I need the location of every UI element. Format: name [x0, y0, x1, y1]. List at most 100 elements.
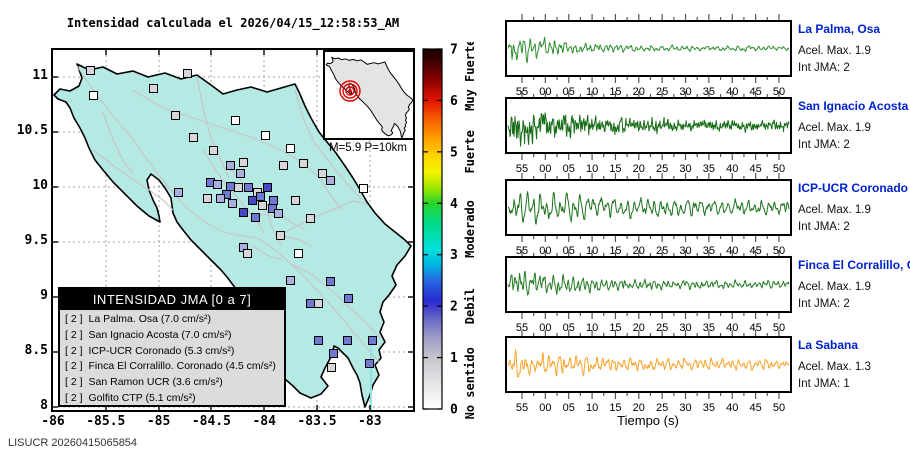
station-marker — [299, 159, 308, 168]
colorbar-gradient — [422, 48, 443, 410]
longitude-tick-label: -83 — [358, 414, 382, 429]
map-title: Intensidad calculada el 2026/04/15_12:58… — [66, 16, 400, 30]
time-tick-label: 10 — [586, 322, 598, 334]
legend-station-row: [ 2 ] San Ignacio Acosta (7.0 cm/s²) — [65, 328, 232, 341]
station-int-jma: Int JMA: 2 — [798, 139, 850, 151]
station-marker — [279, 161, 288, 170]
station-marker — [183, 69, 192, 78]
time-tick-label: 25 — [656, 402, 668, 414]
time-tick-label: 50 — [773, 322, 785, 334]
colorbar-category-label: No sentido — [463, 347, 477, 419]
legend-station-row: [ 2 ] San Ramon UCR (3.6 cm/s²) — [65, 376, 223, 389]
time-tick-label: 30 — [679, 163, 691, 175]
intensity-legend: INTENSIDAD JMA [0 a 7] [ 2 ] La Palma. Os… — [58, 287, 286, 407]
time-tick-label: 35 — [703, 322, 715, 334]
station-marker — [174, 188, 183, 197]
time-tick-label: 20 — [633, 322, 645, 334]
legend-items: [ 2 ] La Palma. Osa (7.0 cm/s²) [ 2 ] San I… — [60, 310, 284, 407]
station-name: San Ignacio Acosta — [798, 99, 909, 113]
station-name: ICP-UCR Coronado — [798, 181, 908, 195]
station-marker — [258, 201, 267, 210]
station-marker — [326, 176, 335, 185]
station-marker — [239, 208, 248, 217]
legend-station-row: [ 2 ] Golfito CTP (5.1 cm/s²) — [65, 391, 196, 404]
epicenter-icon — [339, 80, 361, 102]
station-int-jma: Int JMA: 2 — [798, 221, 850, 233]
epicenter-inset-map — [323, 50, 415, 140]
station-marker — [228, 199, 237, 208]
station-marker — [365, 359, 374, 368]
costa-rica-landmass — [53, 63, 412, 408]
station-marker — [261, 131, 270, 140]
time-tick-label: 10 — [586, 163, 598, 175]
station-accel-max: Acel. Max. 1.9 — [798, 45, 871, 57]
intensity-colorbar: 0 1 2 3 4 5 6 7 No sentido Debil Moderado Fuerte Muy… — [422, 42, 477, 419]
time-tick-label: 35 — [703, 163, 715, 175]
station-marker — [326, 277, 335, 286]
station-marker — [368, 336, 377, 345]
station-marker — [213, 180, 222, 189]
colorbar-category-label: Moderado — [463, 200, 477, 258]
station-marker — [243, 249, 252, 258]
time-tick-label: 40 — [726, 322, 738, 334]
time-tick-label: 25 — [656, 163, 668, 175]
station-marker — [344, 294, 353, 303]
station-marker — [274, 209, 283, 218]
colorbar-tick-label: 0 — [450, 403, 458, 418]
station-marker — [268, 204, 277, 213]
latitude-tick-label: 8 — [40, 398, 48, 413]
station-marker — [251, 213, 260, 222]
waveform-trace — [507, 349, 790, 378]
colorbar-tick-label: 6 — [450, 94, 458, 109]
inset-landmass — [325, 56, 414, 139]
station-marker — [327, 363, 336, 372]
station-marker — [226, 161, 235, 170]
time-tick-label: 20 — [633, 402, 645, 414]
time-tick-label: 25 — [656, 322, 668, 334]
station-marker — [294, 249, 303, 258]
station-marker — [189, 133, 198, 142]
time-tick-label: 10 — [586, 402, 598, 414]
station-marker — [314, 299, 323, 308]
longitude-tick-label: -85 — [146, 414, 171, 429]
time-tick-label: 55 — [516, 163, 528, 175]
station-marker — [236, 169, 245, 178]
legend-station-row: [ 2 ] Finca El Corralillo. Coronado (4.5 … — [65, 360, 276, 373]
station-accel-max: Acel. Max. 1.9 — [798, 122, 871, 134]
station-marker — [286, 144, 295, 153]
station-marker — [291, 196, 300, 205]
station-marker — [89, 91, 98, 100]
station-marker — [239, 158, 248, 167]
time-tick-label: 40 — [726, 163, 738, 175]
station-accel-max: Acel. Max. 1.9 — [798, 281, 871, 293]
time-tick-label: 20 — [633, 163, 645, 175]
time-tick-label: 30 — [679, 402, 691, 414]
time-tick-label: 30 — [679, 322, 691, 334]
colorbar-tick-label: 4 — [450, 197, 458, 212]
waveform-panel: 55 00 05 10 15 20 25 30 35 40 45 50 — [505, 250, 792, 334]
station-marker — [286, 276, 295, 285]
colorbar-tick-label: 5 — [450, 145, 458, 160]
station-marker — [209, 146, 218, 155]
station-marker — [244, 183, 253, 192]
legend-station-row: [ 2 ] La Palma. Osa (7.0 cm/s²) — [65, 313, 212, 325]
time-tick-label: 40 — [726, 402, 738, 414]
time-tick-label: 35 — [703, 402, 715, 414]
longitude-tick-label: -84 — [252, 414, 276, 429]
station-marker — [359, 184, 368, 193]
station-marker — [149, 84, 158, 93]
time-tick-label: 05 — [563, 322, 575, 334]
station-marker — [276, 231, 285, 240]
waveform-trace — [507, 112, 790, 147]
colorbar-tick-label: 3 — [450, 248, 458, 263]
legend-title: INTENSIDAD JMA [0 a 7] — [60, 289, 284, 310]
station-int-jma: Int JMA: 2 — [798, 298, 850, 310]
station-name: La Palma, Osa — [798, 22, 881, 36]
station-name: Finca El Corralillo, Coronado — [798, 258, 910, 272]
time-tick-label: 45 — [749, 322, 761, 334]
station-accel-max: Acel. Max. 1.9 — [798, 204, 871, 216]
time-tick-label: 50 — [773, 402, 785, 414]
longitude-tick-label: -86 — [41, 414, 65, 429]
station-int-jma: Int JMA: 2 — [798, 62, 850, 74]
